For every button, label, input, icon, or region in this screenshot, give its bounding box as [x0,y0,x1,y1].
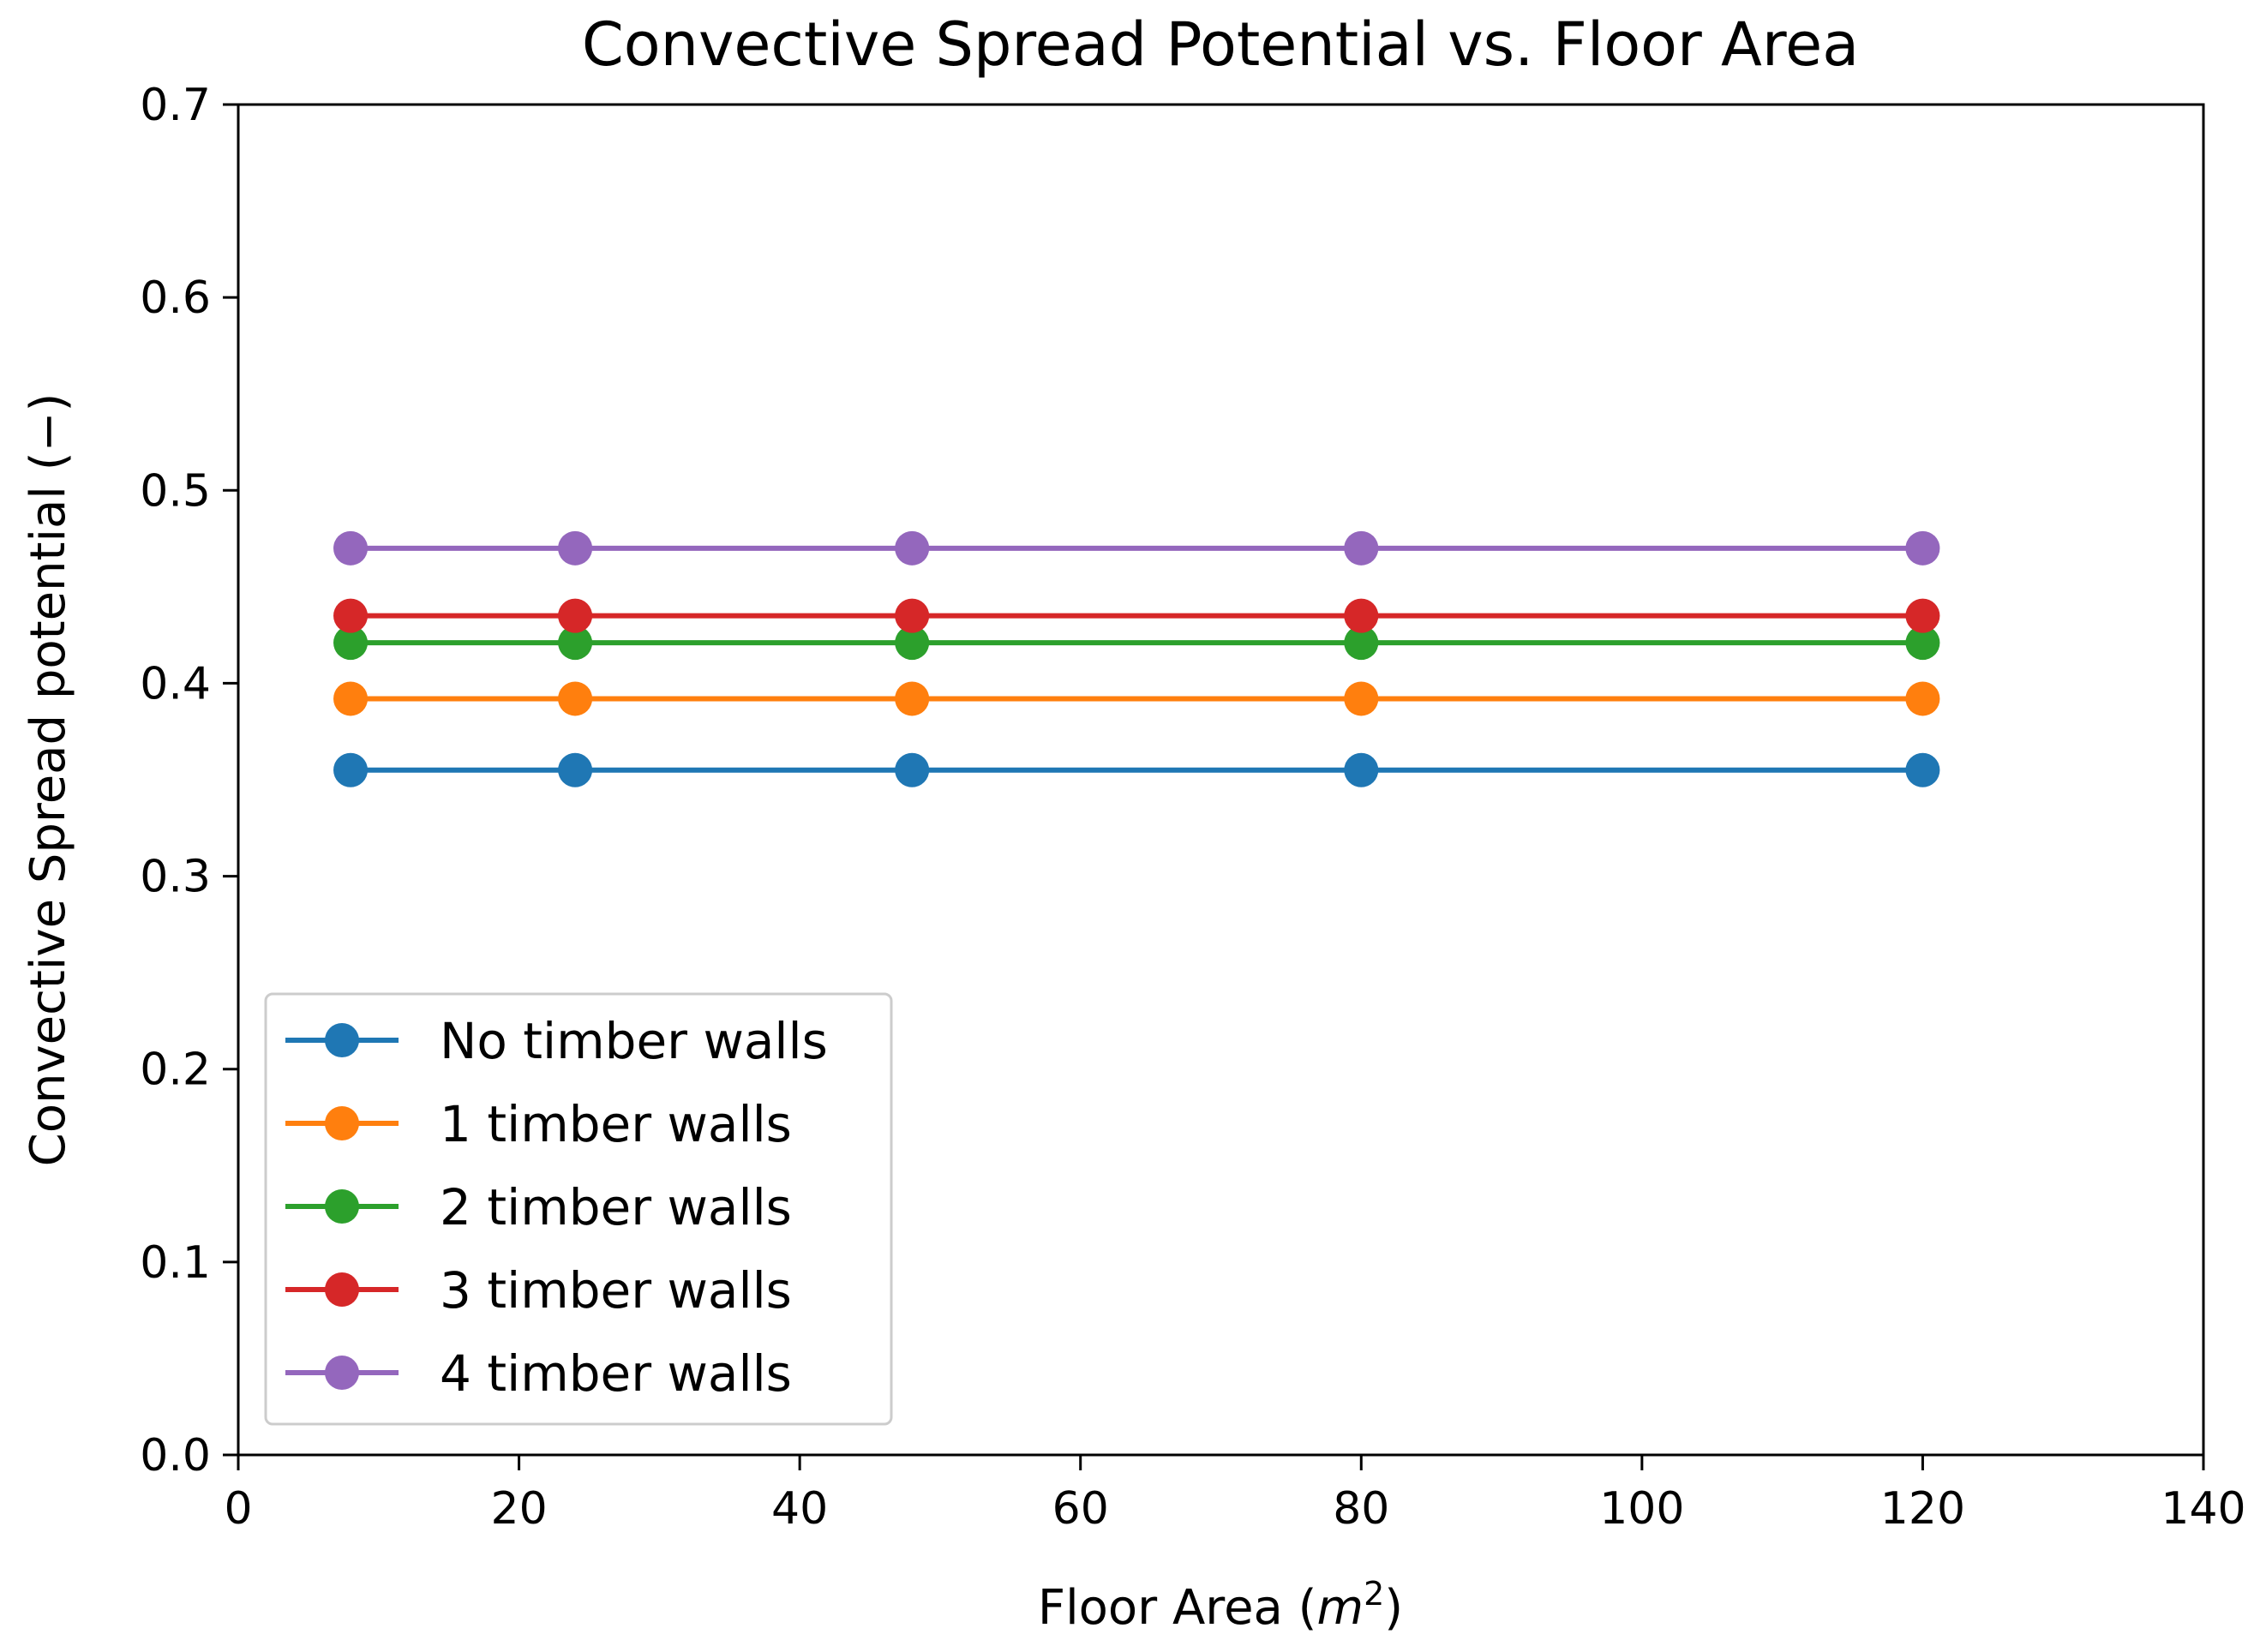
chart-title: Convective Spread Potential vs. Floor Ar… [582,9,1859,80]
series-layer [333,530,1940,787]
legend-item: 4 timber walls [285,1344,792,1403]
legend-marker [325,1189,359,1224]
legend: No timber walls 1 timber walls 2 timber wa… [264,992,893,1426]
legend-label: 3 timber walls [440,1261,792,1320]
y-tick-label: 0.6 [140,272,211,324]
data-point [1905,625,1940,661]
x-tick-label: 40 [771,1483,828,1535]
data-point [558,752,593,787]
y-axis: 0.0 0.1 0.2 0.3 0.4 0.5 0.6 0.7 [140,80,238,1481]
series-3 [333,598,1940,633]
legend-label: No timber walls [440,1012,828,1070]
data-point [1905,530,1940,566]
x-tick-label: 140 [2161,1483,2245,1535]
x-tick-label: 20 [490,1483,547,1535]
legend-label: 4 timber walls [440,1344,792,1403]
data-point [333,625,369,661]
legend-item: No timber walls [285,1012,828,1070]
data-point [895,625,930,661]
series-4 [333,530,1940,566]
data-point [1344,598,1379,633]
data-point [1344,752,1379,787]
data-point [333,752,369,787]
legend-marker [325,1272,359,1307]
plot-frame [237,103,2205,1457]
y-tick-label: 0.4 [140,658,211,709]
series-2 [333,625,1940,661]
data-point [1905,681,1940,716]
series-0 [333,752,1940,787]
y-tick-label: 0.2 [140,1044,211,1096]
y-tick-label: 0.1 [140,1237,211,1289]
legend-label: 1 timber walls [440,1095,792,1153]
data-point [558,598,593,633]
y-tick-label: 0.3 [140,852,211,903]
data-point [895,530,930,566]
data-point [558,625,593,661]
data-point [895,681,930,716]
legend-marker [325,1356,359,1390]
x-axis-label: Floor Area (m2) [1038,1575,1403,1636]
data-point [1344,625,1379,661]
data-point [558,681,593,716]
y-tick-label: 0.5 [140,465,211,517]
x-tick-label: 120 [1880,1483,1965,1535]
x-tick-label: 60 [1052,1483,1109,1535]
data-point [895,598,930,633]
legend-marker [325,1106,359,1140]
data-point [1905,752,1940,787]
legend-label: 2 timber walls [440,1178,792,1236]
x-axis-label-sup: 2 [1364,1575,1384,1613]
y-tick-label: 0.0 [140,1430,211,1481]
x-tick-label: 80 [1333,1483,1389,1535]
data-point [895,752,930,787]
legend-marker [325,1023,359,1057]
data-point [333,681,369,716]
x-axis-label-base: Floor Area ( [1038,1580,1317,1636]
legend-item: 2 timber walls [285,1178,792,1236]
data-point [333,530,369,566]
legend-frame [264,992,893,1426]
x-axis-label-var: m [1317,1580,1364,1636]
x-tick-label: 0 [224,1483,252,1535]
data-point [558,530,593,566]
data-point [1344,530,1379,566]
x-axis-label-close: ) [1384,1580,1403,1636]
x-tick-label: 100 [1599,1483,1684,1535]
data-point [1905,598,1940,633]
x-axis: 0 20 40 60 80 100 120 140 [224,1455,2246,1535]
legend-item: 3 timber walls [285,1261,792,1320]
legend-item: 1 timber walls [285,1095,792,1153]
series-1 [333,681,1940,716]
y-axis-label: Convective Spread potential (−) [21,393,76,1167]
data-point [333,598,369,633]
data-point [1344,681,1379,716]
y-tick-label: 0.7 [140,80,211,131]
